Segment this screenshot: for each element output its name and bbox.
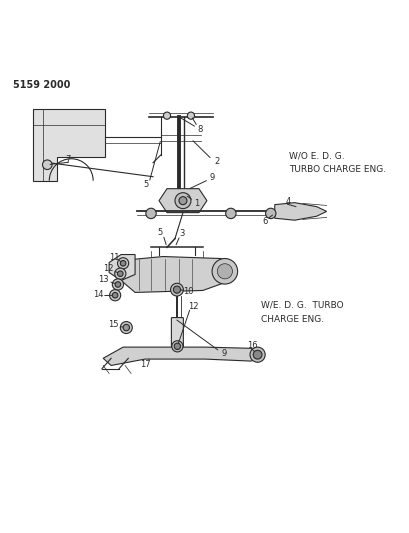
Polygon shape	[33, 109, 105, 181]
Text: 9: 9	[221, 349, 226, 358]
Text: 2: 2	[214, 157, 219, 166]
Text: 6: 6	[261, 217, 267, 227]
Circle shape	[123, 325, 129, 331]
Circle shape	[187, 112, 194, 119]
Text: 1: 1	[194, 199, 199, 208]
Circle shape	[265, 208, 275, 219]
Circle shape	[174, 343, 180, 350]
Text: 17: 17	[140, 360, 151, 369]
Circle shape	[249, 347, 265, 362]
Text: 7: 7	[65, 155, 71, 164]
Circle shape	[171, 341, 182, 352]
Text: W/O E. D. G.
TURBO CHARGE ENG.: W/O E. D. G. TURBO CHARGE ENG.	[288, 152, 385, 174]
Circle shape	[109, 289, 120, 301]
Polygon shape	[109, 255, 135, 280]
Circle shape	[115, 281, 120, 287]
Circle shape	[120, 261, 126, 266]
Text: W/E. D. G.  TURBO
CHARGE ENG.: W/E. D. G. TURBO CHARGE ENG.	[260, 301, 343, 324]
Circle shape	[117, 258, 128, 269]
Text: 5: 5	[157, 228, 162, 237]
Text: 16: 16	[246, 341, 257, 350]
Text: 5159 2000: 5159 2000	[13, 80, 71, 90]
Text: 12: 12	[103, 264, 113, 273]
Circle shape	[146, 208, 156, 219]
FancyBboxPatch shape	[171, 318, 183, 348]
Polygon shape	[159, 189, 207, 213]
Text: 3: 3	[179, 229, 184, 238]
Circle shape	[225, 208, 236, 219]
Text: 13: 13	[98, 275, 108, 284]
Text: 10: 10	[182, 287, 193, 296]
Text: 15: 15	[108, 320, 118, 329]
Polygon shape	[103, 347, 264, 366]
Circle shape	[253, 350, 261, 359]
Text: 4: 4	[285, 197, 290, 206]
Polygon shape	[121, 256, 230, 293]
Text: 14: 14	[92, 290, 103, 299]
Circle shape	[117, 271, 123, 277]
Circle shape	[217, 264, 232, 279]
Circle shape	[120, 321, 132, 334]
Circle shape	[170, 283, 183, 296]
Circle shape	[163, 112, 170, 119]
Circle shape	[112, 293, 118, 298]
Circle shape	[175, 192, 191, 208]
Text: 11: 11	[109, 253, 119, 262]
Polygon shape	[274, 203, 326, 220]
Circle shape	[173, 286, 180, 293]
Text: 12: 12	[187, 302, 198, 311]
Circle shape	[43, 160, 52, 169]
Circle shape	[179, 197, 187, 205]
Text: 5: 5	[143, 180, 148, 189]
Text: 8: 8	[197, 125, 202, 134]
Circle shape	[211, 259, 237, 284]
Circle shape	[115, 268, 126, 279]
Circle shape	[112, 279, 123, 290]
Text: 9: 9	[209, 173, 214, 182]
